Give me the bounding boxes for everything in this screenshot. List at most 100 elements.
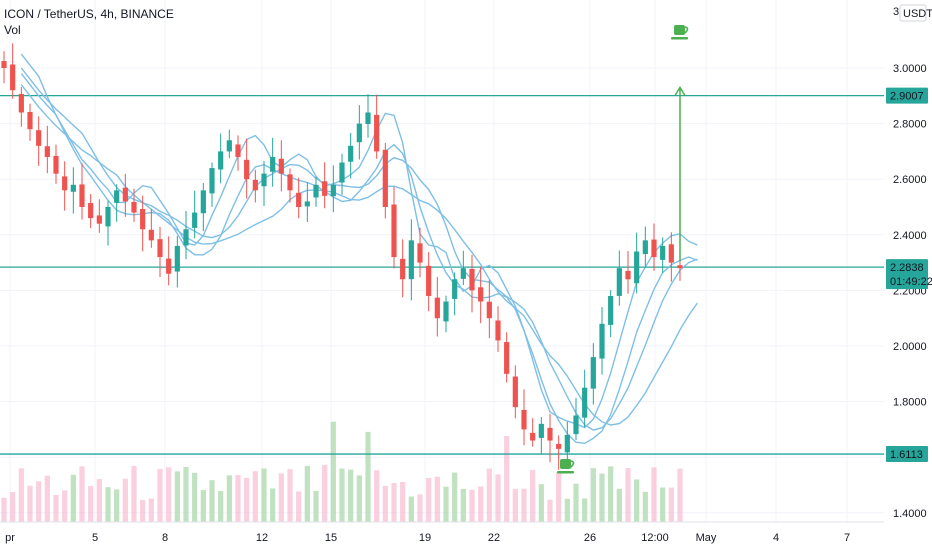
- candle-body: [226, 140, 232, 152]
- cup-saucer: [671, 37, 688, 40]
- candle-body: [296, 192, 302, 207]
- volume-bar: [10, 491, 16, 522]
- target-arrowhead: [674, 86, 686, 96]
- time-tick-label: 8: [162, 532, 168, 544]
- candle-body: [374, 114, 380, 152]
- currency-badge: [899, 4, 927, 22]
- candle-body: [538, 423, 544, 438]
- volume-bar: [677, 468, 683, 522]
- candle-body: [261, 173, 267, 187]
- resistance-badge: 2.9007: [890, 91, 924, 103]
- volume-bar: [36, 481, 42, 522]
- volume-bar: [616, 488, 622, 522]
- symbol-title[interactable]: ICON / TetherUS, 4h, BINANCE: [4, 7, 174, 21]
- volume-bar: [417, 494, 423, 522]
- volume-bar: [330, 421, 336, 522]
- price-tick-label: 2.0000: [893, 341, 927, 353]
- volume-bar: [434, 476, 440, 522]
- volume-bar: [582, 498, 588, 522]
- coffee-cup-target-icon: [671, 25, 689, 40]
- candle-body: [200, 190, 206, 214]
- volume-bar: [382, 485, 388, 522]
- volume-bar: [183, 466, 189, 522]
- time-tick-label: pr: [5, 532, 15, 544]
- candle-body: [18, 93, 24, 113]
- candle-body: [1, 61, 7, 68]
- support-badge: 1.6113: [890, 449, 923, 461]
- volume-bar: [322, 464, 328, 522]
- volume-bar: [105, 487, 111, 522]
- volume-bar: [174, 471, 180, 522]
- current-price-badge: 2.2838: [890, 262, 924, 274]
- volume-bar: [70, 474, 76, 522]
- volume-bar: [660, 487, 666, 522]
- horizontal-levels[interactable]: [0, 94, 884, 455]
- cup-body: [560, 459, 571, 470]
- volume-bar: [556, 472, 562, 522]
- volume-bar: [668, 487, 674, 522]
- time-tick-label: 12: [256, 532, 268, 544]
- currency-label: USDT: [903, 8, 932, 20]
- volume-bar: [391, 482, 397, 522]
- volume-bar: [278, 473, 284, 522]
- candle-body: [148, 229, 154, 241]
- candle-body: [131, 201, 137, 213]
- volume-bar: [642, 491, 648, 522]
- candle-body: [547, 427, 553, 441]
- volume-bar: [313, 490, 319, 522]
- volume-bar: [495, 474, 501, 522]
- candle-body: [313, 184, 319, 198]
- candle-body: [582, 387, 588, 418]
- time-axis[interactable]: pr 5 8 12 15 19 22 26 12:00 May 4 7: [0, 521, 884, 550]
- candle-body: [486, 301, 492, 319]
- price-tick-label: 3.0000: [893, 63, 927, 75]
- volume-bar: [426, 477, 432, 522]
- volume-label[interactable]: Vol: [4, 23, 21, 37]
- candle-body: [183, 229, 189, 246]
- price-axis-top-label: 3: [893, 6, 899, 18]
- volume-bar: [521, 488, 527, 522]
- candle-body: [530, 432, 536, 441]
- candle-body: [443, 301, 449, 322]
- countdown-label: 01:49:22: [890, 276, 932, 288]
- support-badge-bg: [886, 446, 928, 463]
- candle-body: [668, 244, 674, 263]
- volume-bar: [166, 467, 172, 522]
- candle-body: [590, 357, 596, 389]
- candle-body: [304, 201, 310, 207]
- volume-bar: [564, 498, 570, 522]
- price-badges: 2.9007 1.6113 2.2838 01:49:22: [886, 87, 932, 463]
- volume-bar: [374, 470, 380, 522]
- volume-bar: [365, 431, 371, 522]
- candle-body: [634, 251, 640, 284]
- candle-body: [478, 287, 484, 302]
- volume-bar: [27, 485, 33, 522]
- candle-body: [287, 174, 293, 191]
- volume-bar: [131, 465, 137, 522]
- candle-body: [573, 415, 579, 435]
- volume-bar: [96, 479, 102, 522]
- volume-bar: [443, 486, 449, 522]
- time-tick-label: May: [696, 532, 717, 544]
- cup-saucer: [557, 471, 574, 474]
- candle-body: [278, 158, 284, 174]
- volume-bar: [287, 469, 293, 522]
- volume-bar: [235, 475, 241, 522]
- volume-bar: [356, 475, 362, 522]
- volume-bar: [512, 488, 518, 522]
- candle-body: [599, 323, 605, 359]
- coffee-cup-buy-icon: [557, 459, 575, 474]
- volume-bar: [192, 472, 198, 522]
- price-tick-label: 1.4000: [893, 508, 927, 520]
- candle-body: [105, 207, 111, 227]
- volume-bar: [339, 468, 345, 522]
- volume-bar: [209, 480, 215, 522]
- candle-body: [27, 111, 33, 130]
- candle-body: [452, 279, 458, 299]
- volume-bar: [122, 478, 128, 522]
- volume-bar: [651, 467, 657, 522]
- volume-bar: [348, 469, 354, 522]
- volume-bar: [79, 466, 85, 522]
- volume-bar: [304, 465, 310, 522]
